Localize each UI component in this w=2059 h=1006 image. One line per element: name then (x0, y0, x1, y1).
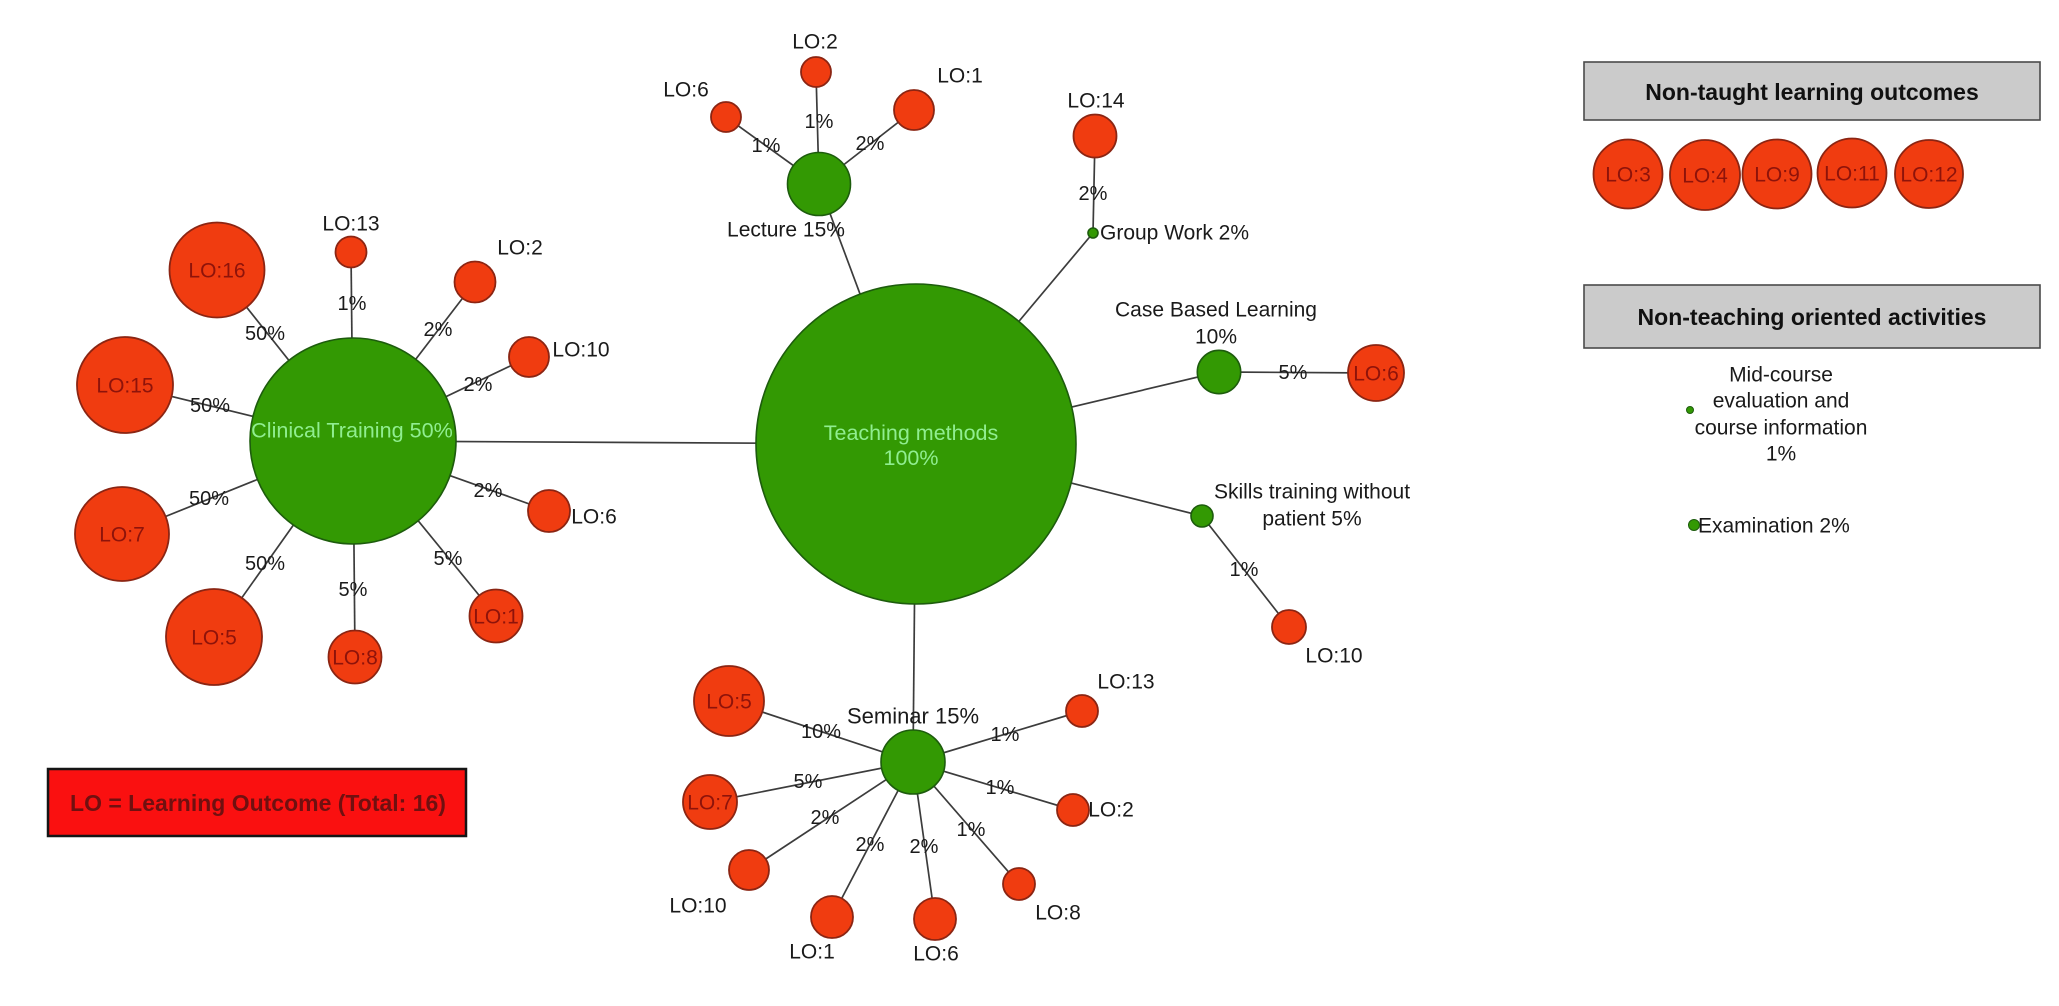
svg-text:5%: 5% (794, 771, 823, 793)
svg-text:LO:2: LO:2 (497, 237, 543, 260)
svg-text:LO:5: LO:5 (191, 627, 237, 650)
svg-text:1%: 1% (1230, 559, 1259, 581)
svg-text:50%: 50% (245, 323, 285, 345)
svg-text:LO:6: LO:6 (663, 79, 709, 102)
svg-text:1%: 1% (986, 777, 1015, 799)
svg-text:patient 5%: patient 5% (1262, 508, 1361, 531)
svg-text:LO:8: LO:8 (332, 647, 378, 670)
svg-text:LO:4: LO:4 (1682, 165, 1728, 188)
svg-text:2%: 2% (464, 374, 493, 396)
svg-text:50%: 50% (189, 488, 229, 510)
svg-text:LO:1: LO:1 (789, 941, 835, 964)
svg-text:LO:10: LO:10 (552, 339, 609, 362)
svg-text:5%: 5% (339, 579, 368, 601)
svg-text:LO:8: LO:8 (1035, 902, 1081, 925)
svg-text:Non-taught learning outcomes: Non-taught learning outcomes (1645, 79, 1979, 105)
svg-text:LO:15: LO:15 (96, 375, 153, 398)
svg-text:5%: 5% (434, 548, 463, 570)
svg-text:LO:13: LO:13 (322, 213, 379, 236)
svg-text:LO:16: LO:16 (188, 260, 245, 283)
svg-text:Group Work 2%: Group Work 2% (1100, 222, 1249, 245)
svg-text:5%: 5% (1279, 362, 1308, 384)
svg-text:LO:7: LO:7 (99, 524, 145, 547)
svg-text:course information: course information (1695, 417, 1868, 440)
svg-text:Skills training without: Skills training without (1214, 481, 1410, 504)
svg-text:LO:5: LO:5 (706, 691, 752, 714)
svg-text:LO:6: LO:6 (913, 943, 959, 966)
svg-text:2%: 2% (474, 480, 503, 502)
svg-text:LO:1: LO:1 (937, 65, 983, 88)
svg-text:LO:2: LO:2 (792, 31, 838, 54)
svg-text:LO:3: LO:3 (1605, 164, 1651, 187)
svg-text:LO:2: LO:2 (1088, 799, 1134, 822)
svg-text:LO:10: LO:10 (669, 895, 726, 918)
svg-text:2%: 2% (856, 133, 885, 155)
svg-text:2%: 2% (910, 836, 939, 858)
svg-text:Mid-course: Mid-course (1729, 364, 1833, 387)
svg-text:10%: 10% (1195, 326, 1237, 349)
svg-text:2%: 2% (856, 834, 885, 856)
svg-text:50%: 50% (190, 395, 230, 417)
svg-text:2%: 2% (424, 319, 453, 341)
svg-text:LO:7: LO:7 (687, 792, 733, 815)
svg-text:1%: 1% (957, 819, 986, 841)
svg-text:Examination 2%: Examination 2% (1698, 515, 1850, 538)
svg-text:LO:6: LO:6 (571, 506, 617, 529)
svg-text:LO:11: LO:11 (1824, 163, 1880, 186)
svg-text:LO:10: LO:10 (1305, 645, 1362, 668)
svg-text:LO = Learning Outcome (Total:: LO = Learning Outcome (Total: 16) (70, 790, 446, 816)
svg-text:LO:1: LO:1 (473, 606, 519, 629)
svg-text:50%: 50% (245, 553, 285, 575)
svg-text:1%: 1% (338, 293, 367, 315)
svg-text:Clinical Training 50%: Clinical Training 50% (251, 418, 453, 443)
svg-text:2%: 2% (1079, 183, 1108, 205)
svg-text:LO:13: LO:13 (1097, 671, 1154, 694)
svg-text:evaluation and: evaluation and (1713, 390, 1850, 413)
svg-text:LO:6: LO:6 (1353, 363, 1399, 386)
svg-text:LO:9: LO:9 (1754, 164, 1800, 187)
svg-text:10%: 10% (801, 721, 841, 743)
svg-text:1%: 1% (752, 135, 781, 157)
svg-text:Teaching methods: Teaching methods (824, 421, 999, 445)
svg-text:Seminar 15%: Seminar 15% (847, 704, 979, 729)
svg-text:100%: 100% (884, 446, 939, 470)
svg-text:2%: 2% (811, 807, 840, 829)
svg-text:Non-teaching oriented activiti: Non-teaching oriented activities (1638, 304, 1987, 330)
svg-text:Lecture 15%: Lecture 15% (727, 219, 845, 242)
svg-text:LO:12: LO:12 (1900, 164, 1957, 187)
svg-text:1%: 1% (1766, 443, 1796, 466)
svg-text:Case Based Learning: Case Based Learning (1115, 299, 1317, 322)
svg-text:1%: 1% (805, 111, 834, 133)
svg-text:1%: 1% (991, 724, 1020, 746)
svg-text:LO:14: LO:14 (1067, 90, 1125, 113)
